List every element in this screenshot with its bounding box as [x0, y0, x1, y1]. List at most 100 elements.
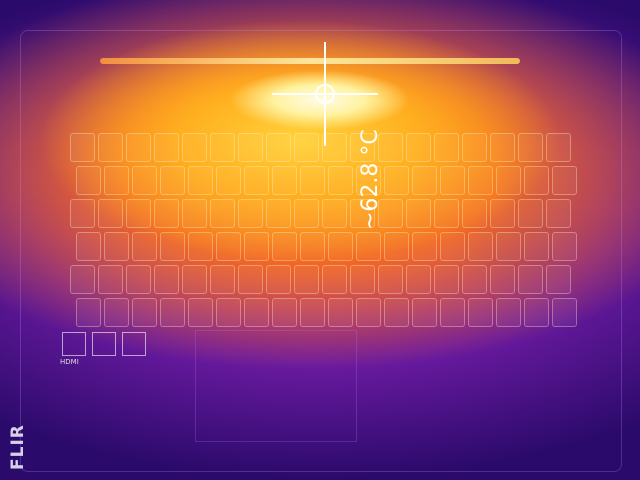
key: [412, 166, 437, 195]
spot-meter-icon: [315, 84, 335, 104]
key: [210, 265, 235, 294]
key: [188, 166, 213, 195]
key: [104, 232, 129, 261]
key: [300, 298, 325, 327]
key: [322, 199, 347, 228]
key: [188, 298, 213, 327]
key: [182, 133, 207, 162]
key: [132, 298, 157, 327]
key: [496, 232, 521, 261]
key: [76, 232, 101, 261]
key: [322, 133, 347, 162]
key: [294, 199, 319, 228]
key: [216, 298, 241, 327]
key: [440, 232, 465, 261]
laptop-outline: [20, 30, 622, 472]
key: [378, 265, 403, 294]
key: [160, 166, 185, 195]
key: [154, 199, 179, 228]
key: [440, 298, 465, 327]
hinge-hotspot: [100, 58, 520, 64]
port-label: HDMI: [60, 358, 79, 366]
key: [468, 166, 493, 195]
key: [238, 265, 263, 294]
key: [552, 232, 577, 261]
key: [104, 298, 129, 327]
key: [462, 133, 487, 162]
key: [462, 265, 487, 294]
key: [300, 166, 325, 195]
status-icons: [62, 332, 146, 356]
key: [546, 265, 571, 294]
key: [328, 166, 353, 195]
key: [434, 133, 459, 162]
key: [238, 199, 263, 228]
key: [384, 298, 409, 327]
key: [496, 298, 521, 327]
key: [350, 133, 375, 162]
key: [238, 133, 263, 162]
key: [462, 199, 487, 228]
key: [412, 298, 437, 327]
key: [182, 265, 207, 294]
key: [154, 133, 179, 162]
key: [272, 298, 297, 327]
key: [518, 133, 543, 162]
key: [132, 232, 157, 261]
key: [98, 199, 123, 228]
key: [490, 265, 515, 294]
indicator-icon: [122, 332, 146, 356]
indicator-icon: [62, 332, 86, 356]
key: [210, 199, 235, 228]
keyboard: [70, 115, 580, 327]
key: [468, 232, 493, 261]
key: [406, 133, 431, 162]
key: [104, 166, 129, 195]
key: [272, 232, 297, 261]
indicator-icon: [92, 332, 116, 356]
key: [546, 199, 571, 228]
key: [434, 199, 459, 228]
key: [70, 265, 95, 294]
key: [126, 199, 151, 228]
key: [216, 166, 241, 195]
key: [378, 199, 403, 228]
key: [434, 265, 459, 294]
key: [322, 265, 347, 294]
key: [266, 133, 291, 162]
key: [406, 199, 431, 228]
key: [98, 265, 123, 294]
key: [272, 166, 297, 195]
key: [356, 298, 381, 327]
key: [524, 298, 549, 327]
key: [70, 133, 95, 162]
key: [294, 265, 319, 294]
key: [216, 232, 241, 261]
key: [356, 232, 381, 261]
key: [154, 265, 179, 294]
key: [384, 166, 409, 195]
key: [328, 298, 353, 327]
key: [126, 133, 151, 162]
key: [244, 166, 269, 195]
key: [552, 298, 577, 327]
key: [70, 199, 95, 228]
key: [300, 232, 325, 261]
key: [76, 298, 101, 327]
key: [244, 232, 269, 261]
key: [266, 199, 291, 228]
key: [188, 232, 213, 261]
key: [126, 265, 151, 294]
key: [496, 166, 521, 195]
key: [210, 133, 235, 162]
key: [468, 298, 493, 327]
key: [378, 133, 403, 162]
flir-logo: FLIR: [8, 424, 28, 470]
key: [328, 232, 353, 261]
key: [490, 199, 515, 228]
key: [406, 265, 431, 294]
key: [490, 133, 515, 162]
key: [98, 133, 123, 162]
key: [266, 265, 291, 294]
